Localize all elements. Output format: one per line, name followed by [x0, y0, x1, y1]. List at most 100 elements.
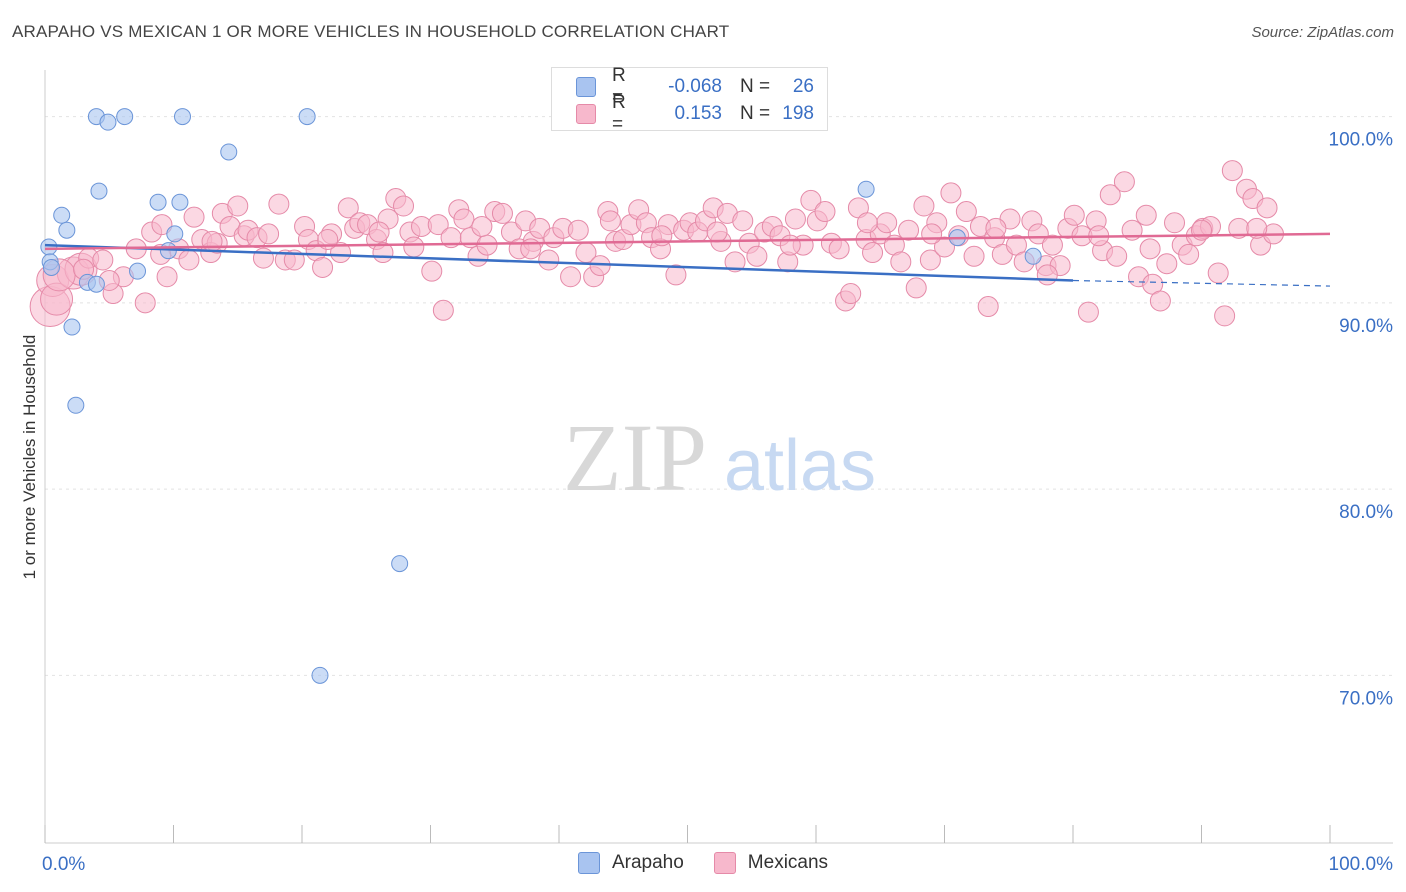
y-tick-labels: 70.0% 80.0% 90.0% 100.0%: [1329, 130, 1394, 710]
mexicans-point: [178, 249, 200, 271]
r-label: R =: [612, 92, 626, 135]
mexicans-point: [268, 193, 290, 215]
mexicans-point: [940, 182, 962, 204]
arapaho-point: [42, 258, 60, 276]
r-value: 0.153: [674, 103, 722, 124]
mexicans-point: [862, 242, 884, 264]
arapaho-point: [1024, 247, 1042, 265]
mexicans-point: [963, 245, 985, 267]
arapaho-points: [40, 108, 1042, 684]
mexicans-point: [665, 264, 687, 286]
mexicans-point: [913, 195, 935, 217]
n-label: N =: [740, 76, 771, 97]
mexicans-point: [1106, 245, 1128, 267]
trend-lines: [44, 232, 1331, 287]
mexicans-point: [890, 251, 912, 273]
legend-label-mexicans: Mexicans: [747, 852, 829, 873]
arapaho-point: [391, 555, 409, 573]
x-tick-label-min: 0.0%: [42, 854, 85, 875]
mexicans-point: [955, 201, 977, 223]
r-label: R =: [612, 65, 626, 108]
arapaho-point: [53, 206, 71, 224]
arapaho-point: [149, 193, 167, 211]
mexicans-point: [1077, 301, 1099, 323]
series-legend: Arapaho Mexicans: [0, 852, 1406, 874]
mexicans-point: [919, 249, 941, 271]
arapaho-point: [63, 318, 81, 336]
mexicans-point: [599, 210, 621, 232]
arapaho-point: [116, 108, 134, 126]
mexicans-point: [1246, 217, 1268, 239]
mexicans-point: [732, 210, 754, 232]
mexicans-point: [491, 202, 513, 224]
mexicans-point: [393, 195, 415, 217]
mexicans-point: [421, 260, 443, 282]
arapaho-point: [99, 113, 117, 131]
legend-item-arapaho[interactable]: Arapaho: [577, 852, 684, 874]
mexicans-point: [134, 292, 156, 314]
mexicans-point: [312, 256, 334, 278]
mexicans-point: [746, 245, 768, 267]
watermark-atlas: atlas: [724, 426, 876, 506]
mexicans-point: [1036, 264, 1058, 286]
mexicans-point: [977, 296, 999, 318]
mexicans-point: [1027, 223, 1049, 245]
mexicans-point: [1178, 243, 1200, 265]
r-value: -0.068: [668, 76, 722, 97]
arapaho-swatch: [576, 77, 596, 97]
mexicans-point: [567, 219, 589, 241]
axes: [44, 70, 1393, 844]
mexicans-point: [985, 217, 1007, 239]
arapaho-trend-line: [44, 243, 1074, 282]
mexicans-point: [1149, 290, 1171, 312]
mexicans-point: [538, 249, 560, 271]
mexicans-point: [432, 299, 454, 321]
mexicans-point: [905, 277, 927, 299]
mexicans-point: [706, 221, 728, 243]
mexicans-point: [1164, 212, 1186, 234]
arapaho-legend-swatch: [577, 852, 600, 874]
n-label: N =: [740, 103, 771, 124]
mexicans-point: [934, 236, 955, 258]
mexicans-point: [151, 214, 173, 236]
arapaho-point: [58, 221, 76, 239]
y-tick-label: 70.0%: [1339, 688, 1393, 709]
x-tick-label-max: 100.0%: [1329, 854, 1394, 875]
y-tick-label: 90.0%: [1339, 316, 1393, 337]
mexicans-point: [1135, 204, 1157, 226]
x-tick-labels: 0.0% 100.0%: [42, 854, 1393, 875]
mexicans-point: [840, 283, 862, 305]
mexicans-point: [1063, 204, 1085, 226]
mexicans-point: [337, 197, 359, 219]
watermark: ZIP atlas: [563, 404, 876, 511]
mexicans-points: [29, 160, 1284, 328]
mexicans-point: [1214, 305, 1236, 327]
arapaho-point: [40, 238, 58, 256]
y-axis-label: 1 or more Vehicles in Household: [20, 334, 39, 580]
mexicans-point: [92, 249, 114, 271]
watermark-zip: ZIP: [563, 404, 707, 511]
arapaho-point: [298, 108, 316, 126]
mexicans-point: [520, 238, 542, 260]
arapaho-point: [857, 180, 875, 198]
mexicans-point: [1256, 197, 1278, 219]
mexicans-point: [814, 201, 836, 223]
mexicans-point: [856, 212, 878, 234]
arapaho-point: [90, 182, 108, 200]
arapaho-point: [311, 666, 329, 684]
n-value: 198: [782, 103, 814, 124]
arapaho-point: [173, 108, 191, 126]
legend-item-mexicans[interactable]: Mexicans: [713, 852, 829, 874]
n-value: 26: [792, 76, 814, 97]
mexicans-point: [800, 189, 822, 211]
legend-row-mexicans: R = 0.153 N = 198: [576, 92, 814, 135]
mexicans-trend-line: [44, 232, 1331, 251]
mexicans-point: [476, 234, 498, 256]
mexicans-point: [1156, 253, 1178, 275]
mexicans-point: [1191, 219, 1212, 241]
arapaho-point: [220, 143, 238, 161]
mexicans-point: [828, 238, 850, 260]
legend-row-arapaho: R = -0.068 N = 26: [576, 65, 814, 108]
mexicans-point: [779, 234, 801, 256]
mexicans-point: [156, 266, 178, 288]
